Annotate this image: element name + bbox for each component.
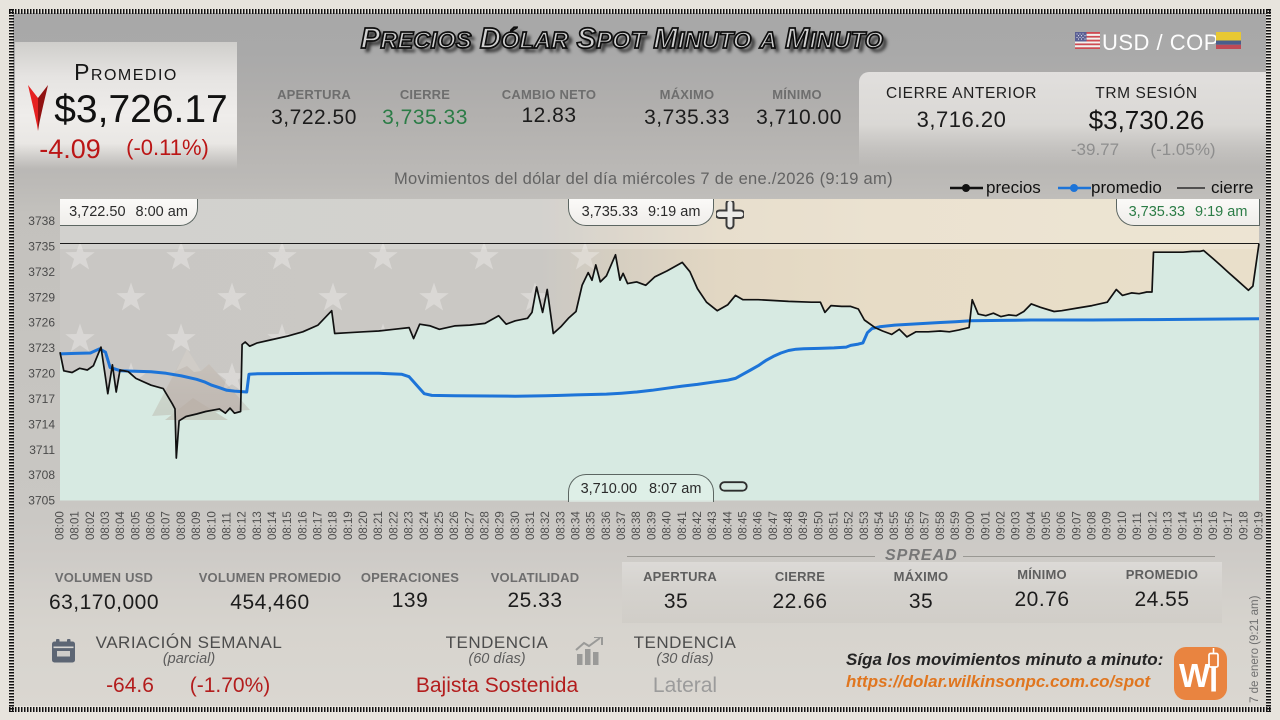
svg-text:08:31: 08:31 bbox=[525, 511, 537, 540]
svg-text:3720: 3720 bbox=[28, 367, 55, 381]
svg-text:08:51: 08:51 bbox=[829, 511, 841, 540]
svg-text:3726: 3726 bbox=[28, 316, 55, 330]
svg-text:3735: 3735 bbox=[28, 240, 55, 254]
svg-text:08:17: 08:17 bbox=[313, 511, 325, 540]
svg-text:08:30: 08:30 bbox=[510, 511, 522, 540]
svg-text:3729: 3729 bbox=[28, 290, 55, 304]
svg-text:09:11: 09:11 bbox=[1132, 512, 1144, 540]
svg-text:08:26: 08:26 bbox=[449, 511, 461, 540]
svg-text:08:45: 08:45 bbox=[738, 511, 750, 540]
svg-text:08:02: 08:02 bbox=[85, 511, 97, 540]
svg-text:3723: 3723 bbox=[28, 341, 55, 355]
svg-text:3714: 3714 bbox=[28, 417, 55, 431]
svg-text:08:59: 08:59 bbox=[950, 511, 962, 540]
svg-text:08:52: 08:52 bbox=[844, 511, 856, 540]
svg-text:08:14: 08:14 bbox=[267, 511, 279, 540]
svg-text:08:48: 08:48 bbox=[783, 511, 795, 540]
svg-text:09:14: 09:14 bbox=[1178, 511, 1190, 540]
svg-text:08:03: 08:03 bbox=[100, 511, 112, 540]
svg-text:08:32: 08:32 bbox=[540, 511, 552, 540]
svg-text:08:25: 08:25 bbox=[434, 511, 446, 540]
svg-text:08:06: 08:06 bbox=[146, 511, 158, 540]
svg-text:08:01: 08:01 bbox=[70, 511, 82, 540]
svg-text:3708: 3708 bbox=[28, 468, 55, 482]
svg-text:09:10: 09:10 bbox=[1117, 511, 1129, 540]
svg-text:09:08: 09:08 bbox=[1087, 511, 1099, 540]
svg-text:08:34: 08:34 bbox=[571, 511, 583, 540]
svg-text:08:43: 08:43 bbox=[707, 511, 719, 540]
svg-text:09:05: 09:05 bbox=[1041, 511, 1053, 540]
svg-text:08:33: 08:33 bbox=[555, 511, 567, 540]
svg-text:3732: 3732 bbox=[28, 265, 55, 279]
svg-text:08:47: 08:47 bbox=[768, 511, 780, 540]
svg-text:08:10: 08:10 bbox=[206, 511, 218, 540]
svg-text:09:12: 09:12 bbox=[1147, 511, 1159, 540]
svg-text:09:03: 09:03 bbox=[1011, 511, 1023, 540]
svg-text:3711: 3711 bbox=[29, 443, 55, 457]
svg-text:09:19: 09:19 bbox=[1254, 511, 1266, 540]
svg-text:08:53: 08:53 bbox=[859, 511, 871, 540]
svg-text:08:40: 08:40 bbox=[662, 511, 674, 540]
svg-text:08:13: 08:13 bbox=[252, 511, 264, 540]
svg-text:09:13: 09:13 bbox=[1162, 511, 1174, 540]
svg-text:08:54: 08:54 bbox=[874, 511, 886, 540]
svg-text:08:39: 08:39 bbox=[646, 511, 658, 540]
svg-text:09:06: 09:06 bbox=[1056, 511, 1068, 540]
svg-text:08:41: 08:41 bbox=[677, 511, 689, 540]
svg-text:08:07: 08:07 bbox=[161, 511, 173, 540]
svg-text:3705: 3705 bbox=[28, 494, 55, 508]
svg-text:09:15: 09:15 bbox=[1193, 511, 1205, 540]
svg-text:08:16: 08:16 bbox=[297, 511, 309, 540]
svg-text:08:22: 08:22 bbox=[388, 511, 400, 540]
svg-text:09:18: 09:18 bbox=[1238, 511, 1250, 540]
svg-text:08:44: 08:44 bbox=[722, 511, 734, 540]
svg-text:3717: 3717 bbox=[28, 392, 55, 406]
svg-text:08:15: 08:15 bbox=[282, 511, 294, 540]
svg-text:09:17: 09:17 bbox=[1223, 511, 1235, 540]
svg-text:08:09: 08:09 bbox=[191, 511, 203, 540]
svg-text:08:58: 08:58 bbox=[935, 511, 947, 540]
svg-text:08:55: 08:55 bbox=[889, 511, 901, 540]
svg-text:08:11: 08:11 bbox=[221, 512, 233, 540]
svg-text:08:23: 08:23 bbox=[404, 511, 416, 540]
svg-text:08:49: 08:49 bbox=[798, 511, 810, 540]
svg-text:08:18: 08:18 bbox=[328, 511, 340, 540]
svg-text:3738: 3738 bbox=[28, 214, 55, 228]
svg-text:08:21: 08:21 bbox=[373, 511, 385, 540]
svg-text:08:29: 08:29 bbox=[495, 511, 507, 540]
svg-text:08:04: 08:04 bbox=[115, 511, 127, 540]
svg-text:09:04: 09:04 bbox=[1026, 511, 1038, 540]
svg-text:08:38: 08:38 bbox=[631, 511, 643, 540]
svg-text:08:50: 08:50 bbox=[813, 511, 825, 540]
svg-text:08:28: 08:28 bbox=[480, 511, 492, 540]
svg-text:08:46: 08:46 bbox=[753, 511, 765, 540]
svg-text:08:37: 08:37 bbox=[616, 511, 628, 540]
svg-text:08:12: 08:12 bbox=[237, 511, 249, 540]
svg-text:09:16: 09:16 bbox=[1208, 511, 1220, 540]
svg-text:08:08: 08:08 bbox=[176, 511, 188, 540]
svg-text:08:27: 08:27 bbox=[464, 511, 476, 540]
svg-text:08:57: 08:57 bbox=[920, 511, 932, 540]
svg-text:08:24: 08:24 bbox=[419, 511, 431, 540]
svg-text:08:00: 08:00 bbox=[55, 511, 67, 540]
svg-text:08:19: 08:19 bbox=[343, 511, 355, 540]
svg-text:09:00: 09:00 bbox=[965, 511, 977, 540]
svg-text:08:56: 08:56 bbox=[904, 511, 916, 540]
svg-text:09:09: 09:09 bbox=[1102, 511, 1114, 540]
svg-text:09:02: 09:02 bbox=[996, 511, 1008, 540]
svg-text:08:36: 08:36 bbox=[601, 511, 613, 540]
svg-text:08:05: 08:05 bbox=[130, 511, 142, 540]
svg-text:08:20: 08:20 bbox=[358, 511, 370, 540]
svg-text:08:35: 08:35 bbox=[586, 511, 598, 540]
svg-text:09:01: 09:01 bbox=[980, 511, 992, 540]
svg-text:08:42: 08:42 bbox=[692, 511, 704, 540]
svg-text:09:07: 09:07 bbox=[1071, 511, 1083, 540]
